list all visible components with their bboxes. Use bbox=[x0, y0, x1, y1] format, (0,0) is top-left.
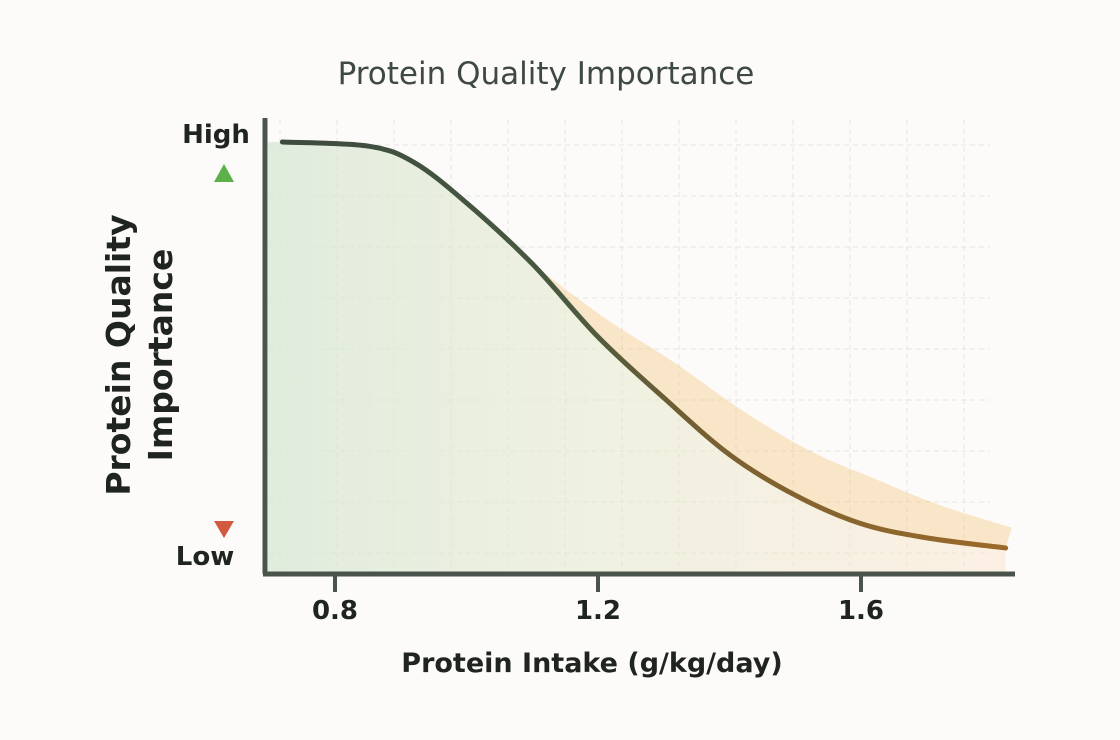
x-tick-label: 0.8 bbox=[312, 596, 358, 626]
importance-arrow bbox=[214, 164, 234, 538]
arrow-up-icon bbox=[214, 164, 234, 182]
area-fill bbox=[268, 142, 1006, 572]
y-axis-label-line2: Importance bbox=[141, 249, 180, 462]
y-high-label: High bbox=[182, 120, 250, 150]
y-axis-label-line1: Protein Quality bbox=[99, 214, 138, 495]
y-low-label: Low bbox=[176, 542, 234, 572]
series-line bbox=[279, 139, 1009, 551]
x-tick-label: 1.6 bbox=[838, 596, 884, 626]
uncertainty-band bbox=[532, 263, 1012, 548]
x-tick-label: 1.2 bbox=[575, 596, 621, 626]
arrow-down-icon bbox=[214, 521, 234, 538]
x-axis-label: Protein Intake (g/kg/day) bbox=[401, 648, 782, 679]
chart-title: Protein Quality Importance bbox=[338, 56, 755, 92]
